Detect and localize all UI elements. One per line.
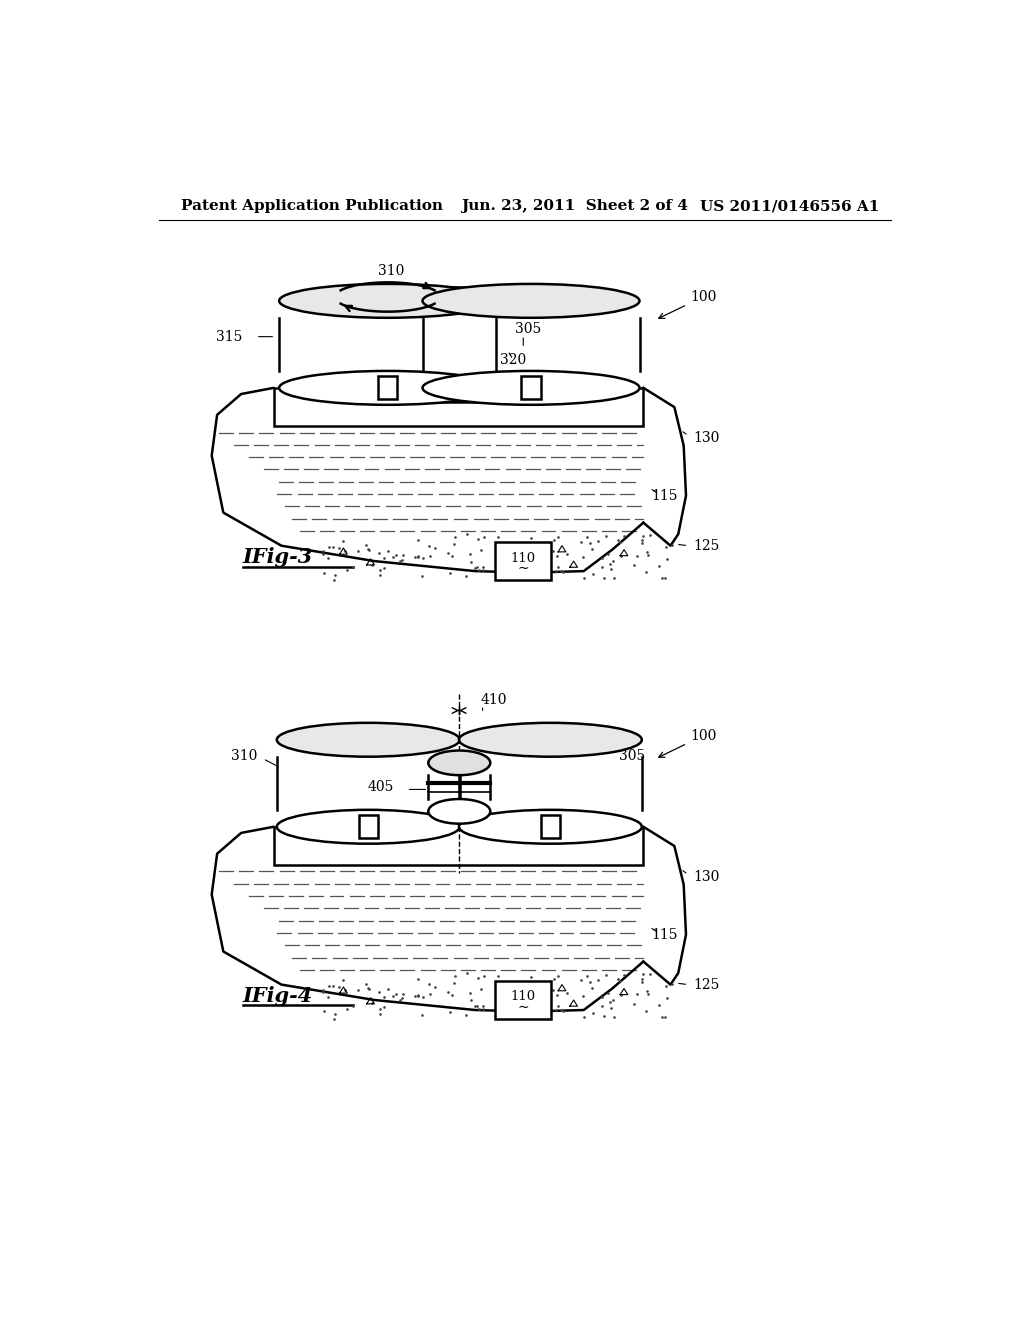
- Text: 105: 105: [442, 399, 469, 413]
- Ellipse shape: [459, 723, 642, 756]
- Text: 125: 125: [693, 978, 720, 991]
- Text: 305: 305: [618, 750, 645, 763]
- Text: 110: 110: [511, 552, 536, 565]
- Bar: [273, 826, 643, 866]
- Ellipse shape: [276, 723, 460, 756]
- Bar: [358, 816, 378, 838]
- Text: 315: 315: [215, 330, 242, 343]
- Text: 110: 110: [511, 990, 536, 1003]
- Text: 305: 305: [515, 322, 542, 337]
- Text: Patent Application Publication: Patent Application Publication: [180, 199, 442, 213]
- Text: 310: 310: [231, 750, 257, 763]
- Ellipse shape: [280, 284, 496, 318]
- Text: 215: 215: [497, 841, 523, 855]
- Text: 130: 130: [693, 430, 720, 445]
- Text: ∼: ∼: [517, 1001, 529, 1014]
- Ellipse shape: [423, 284, 640, 318]
- Text: 410: 410: [481, 693, 508, 706]
- Text: 320: 320: [500, 352, 526, 367]
- Text: 215: 215: [323, 403, 349, 416]
- Bar: [273, 388, 643, 426]
- Ellipse shape: [428, 751, 490, 775]
- Text: 100: 100: [658, 290, 716, 318]
- Text: 105: 105: [396, 837, 423, 851]
- Bar: [541, 816, 560, 838]
- Text: 130: 130: [693, 870, 720, 884]
- Text: IFig-3: IFig-3: [243, 548, 313, 568]
- Ellipse shape: [423, 371, 640, 405]
- Text: ∼: ∼: [403, 846, 416, 861]
- Text: 100: 100: [658, 729, 716, 758]
- Text: 405: 405: [367, 780, 393, 795]
- Bar: [496, 981, 551, 1019]
- Text: IFig-4: IFig-4: [243, 986, 313, 1006]
- Text: US 2011/0146556 A1: US 2011/0146556 A1: [700, 199, 880, 213]
- Text: ∼: ∼: [450, 408, 462, 422]
- Text: 125: 125: [693, 539, 720, 553]
- Bar: [496, 543, 551, 581]
- Ellipse shape: [428, 799, 490, 824]
- Ellipse shape: [459, 809, 642, 843]
- Text: ∼: ∼: [517, 561, 529, 576]
- Bar: [521, 376, 541, 400]
- Text: Jun. 23, 2011  Sheet 2 of 4: Jun. 23, 2011 Sheet 2 of 4: [461, 199, 688, 213]
- Text: 115: 115: [651, 928, 678, 941]
- Ellipse shape: [276, 809, 460, 843]
- Bar: [378, 376, 397, 400]
- Text: 115: 115: [651, 488, 678, 503]
- Text: 310: 310: [378, 264, 404, 284]
- Ellipse shape: [280, 371, 496, 405]
